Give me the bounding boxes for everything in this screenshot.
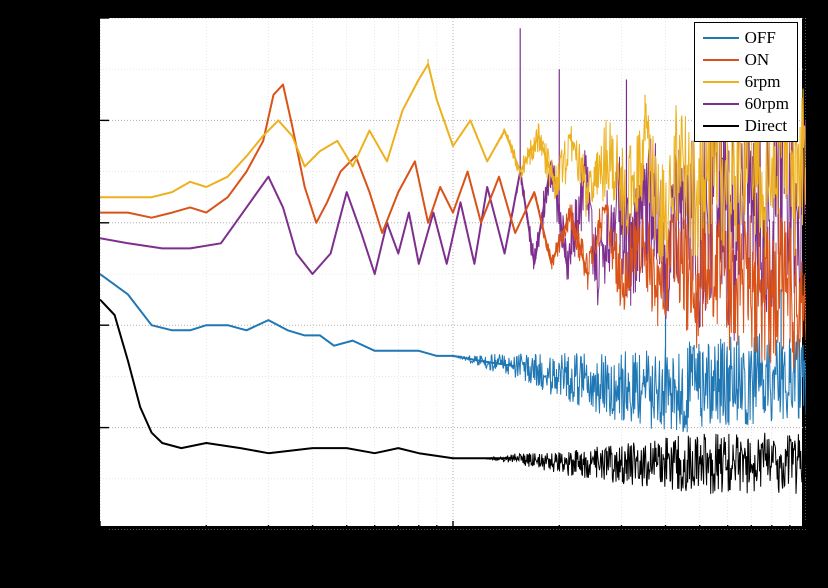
legend-color-swatch — [703, 37, 739, 40]
legend-label: Direct — [745, 116, 787, 136]
legend-item: 6rpm — [703, 71, 789, 93]
legend-color-swatch — [703, 125, 739, 128]
legend-item: Direct — [703, 115, 789, 137]
legend-color-swatch — [703, 81, 739, 84]
figure: f [Hz] dB re 1V/√Hz 101102103 -180-160-1… — [0, 0, 828, 588]
x-axis-label: f [Hz] — [421, 558, 467, 580]
x-tick-label: 103 — [784, 534, 824, 557]
x-tick-label: 101 — [78, 534, 118, 557]
y-tick-label: -180 — [42, 518, 90, 536]
legend-item: ON — [703, 49, 789, 71]
legend: OFFON6rpm60rpmDirect — [694, 22, 798, 142]
legend-item: OFF — [703, 27, 789, 49]
y-tick-label: -160 — [42, 416, 90, 434]
y-tick-label: -120 — [42, 211, 90, 229]
legend-label: OFF — [745, 28, 776, 48]
y-tick-label: -140 — [42, 313, 90, 331]
legend-label: 60rpm — [745, 94, 789, 114]
y-tick-label: -80 — [42, 6, 90, 24]
legend-label: ON — [745, 50, 770, 70]
legend-color-swatch — [703, 103, 739, 106]
legend-color-swatch — [703, 59, 739, 62]
x-tick-label: 102 — [431, 534, 471, 557]
y-tick-label: -100 — [42, 108, 90, 126]
legend-item: 60rpm — [703, 93, 789, 115]
legend-label: 6rpm — [745, 72, 781, 92]
